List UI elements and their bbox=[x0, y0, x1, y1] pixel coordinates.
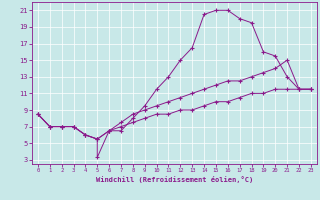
X-axis label: Windchill (Refroidissement éolien,°C): Windchill (Refroidissement éolien,°C) bbox=[96, 176, 253, 183]
